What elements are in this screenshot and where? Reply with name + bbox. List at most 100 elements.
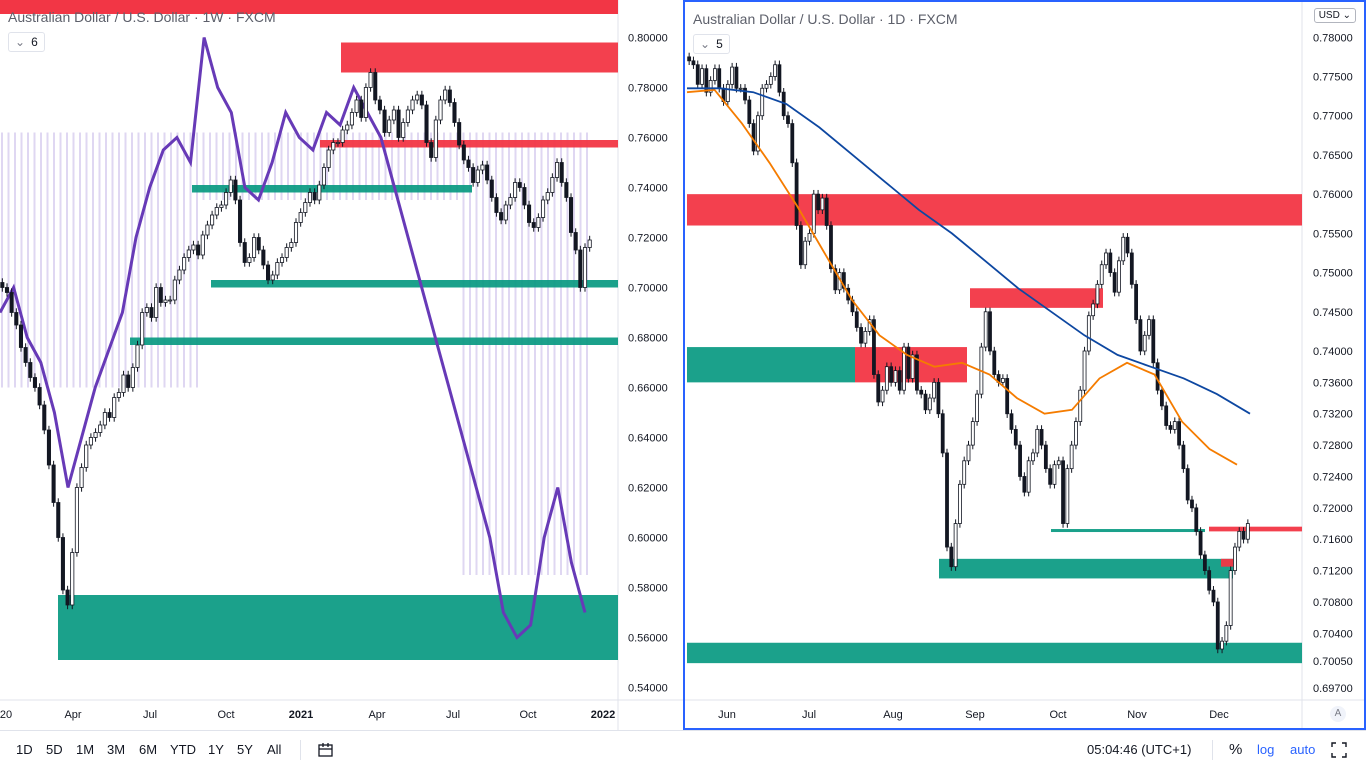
candle (205, 224, 210, 236)
candle (743, 87, 747, 101)
candle (1108, 252, 1113, 273)
clock-readout[interactable]: 05:04:46 (UTC+1) (1087, 742, 1192, 757)
candle (373, 72, 378, 101)
candle (1241, 530, 1246, 540)
candle (1000, 378, 1005, 383)
supply-zone (1221, 558, 1235, 567)
candle (1198, 530, 1203, 556)
candle (158, 287, 163, 303)
candle (168, 299, 173, 302)
candle (1151, 319, 1156, 364)
candle (1078, 389, 1083, 422)
range-5d-button[interactable]: 5D (46, 742, 63, 757)
range-5y-button[interactable]: 5Y (237, 742, 253, 757)
candle (252, 237, 257, 258)
demand-zone (1051, 529, 1205, 533)
candle (382, 109, 387, 133)
candle (970, 421, 975, 446)
candle (798, 225, 803, 266)
y-tick-label: 0.72000 (1313, 503, 1353, 515)
candle (880, 389, 885, 403)
date-range-icon[interactable] (317, 741, 335, 759)
candle (803, 240, 808, 266)
range-1y-button[interactable]: 1Y (208, 742, 224, 757)
range-1m-button[interactable]: 1M (76, 742, 95, 757)
candle (541, 199, 546, 218)
y-tick-label: 0.68000 (628, 333, 668, 345)
range-all-button[interactable]: All (267, 742, 282, 757)
range-3m-button[interactable]: 3M (107, 742, 126, 757)
demand-zone (130, 337, 618, 345)
candle (298, 212, 303, 223)
candle (265, 264, 271, 281)
candle (210, 214, 215, 226)
candle (499, 212, 504, 221)
x-tick-label: Jun (718, 709, 736, 721)
candle (1211, 589, 1216, 603)
toolbar-divider (1212, 740, 1213, 760)
auto-scale-toggle[interactable]: auto (1290, 742, 1316, 757)
candle (503, 204, 508, 221)
log-scale-toggle[interactable]: log (1257, 742, 1275, 757)
candle (200, 234, 205, 256)
y-tick-label: 0.70000 (628, 283, 668, 295)
candle (461, 144, 466, 161)
interval-toggle[interactable]: ⌄ 5 (693, 34, 730, 54)
candle (415, 94, 420, 101)
currency-selector[interactable]: USD ⌄ (1313, 8, 1356, 23)
fullscreen-icon[interactable] (1331, 742, 1347, 758)
candle (1022, 476, 1027, 493)
candle (340, 129, 345, 143)
daily-chart-canvas[interactable]: 0.78000 0.77500 0.77000 0.76500 0.76000 0.755… (685, 2, 1364, 728)
candle (872, 319, 876, 375)
candle (1159, 389, 1164, 407)
candle (1202, 554, 1207, 571)
candle (154, 287, 159, 318)
auto-scale-button[interactable]: A (1330, 706, 1346, 722)
candle (1095, 283, 1100, 305)
candle (517, 182, 522, 188)
candle (1134, 283, 1139, 321)
candle (854, 311, 859, 328)
y-tick-label: 0.71600 (1313, 534, 1353, 546)
slow-ma-line (687, 87, 1251, 415)
x-tick-label: Jul (446, 709, 460, 721)
y-tick-label: 0.74500 (1313, 307, 1353, 319)
candle (116, 392, 121, 398)
candle (335, 142, 340, 144)
percent-scale-toggle[interactable]: % (1229, 741, 1243, 758)
candle (691, 60, 696, 66)
candle (884, 366, 889, 391)
candle (902, 346, 906, 391)
candle (1009, 413, 1014, 430)
candle (1104, 252, 1108, 266)
range-ytd-button[interactable]: YTD (170, 742, 196, 757)
candle (172, 279, 177, 301)
candle (177, 269, 182, 281)
candle (1082, 350, 1087, 391)
fast-ma-line (686, 88, 1238, 466)
interval-toggle[interactable]: ⌄ 6 (8, 32, 45, 52)
toolbar-divider (300, 740, 301, 760)
candle (1224, 625, 1229, 642)
weekly-chart-pane[interactable]: 0.80000 0.78000 0.76000 0.74000 0.72000 0.700… (0, 0, 683, 730)
candle (1142, 334, 1147, 352)
x-tick-label: 2022 (591, 709, 615, 721)
candle (475, 169, 480, 183)
demand-zone (687, 347, 855, 383)
range-6m-button[interactable]: 6M (139, 742, 158, 757)
range-1d-button[interactable]: 1D (16, 742, 33, 757)
candle (915, 354, 919, 391)
supply-zone (0, 0, 618, 14)
candle (1018, 444, 1022, 477)
candle (897, 370, 902, 391)
candle (284, 247, 289, 258)
demand-zone (687, 642, 1302, 664)
x-tick-label: Apr (64, 709, 81, 721)
y-tick-label: 0.80000 (628, 33, 668, 45)
candle (527, 204, 532, 223)
weekly-chart-canvas[interactable]: 0.80000 0.78000 0.76000 0.74000 0.72000 0.700… (0, 0, 683, 730)
candle (4, 287, 10, 293)
y-tick-label: 0.74000 (628, 183, 668, 195)
daily-chart-pane[interactable]: 0.78000 0.77500 0.77000 0.76500 0.76000 0.755… (683, 0, 1366, 730)
